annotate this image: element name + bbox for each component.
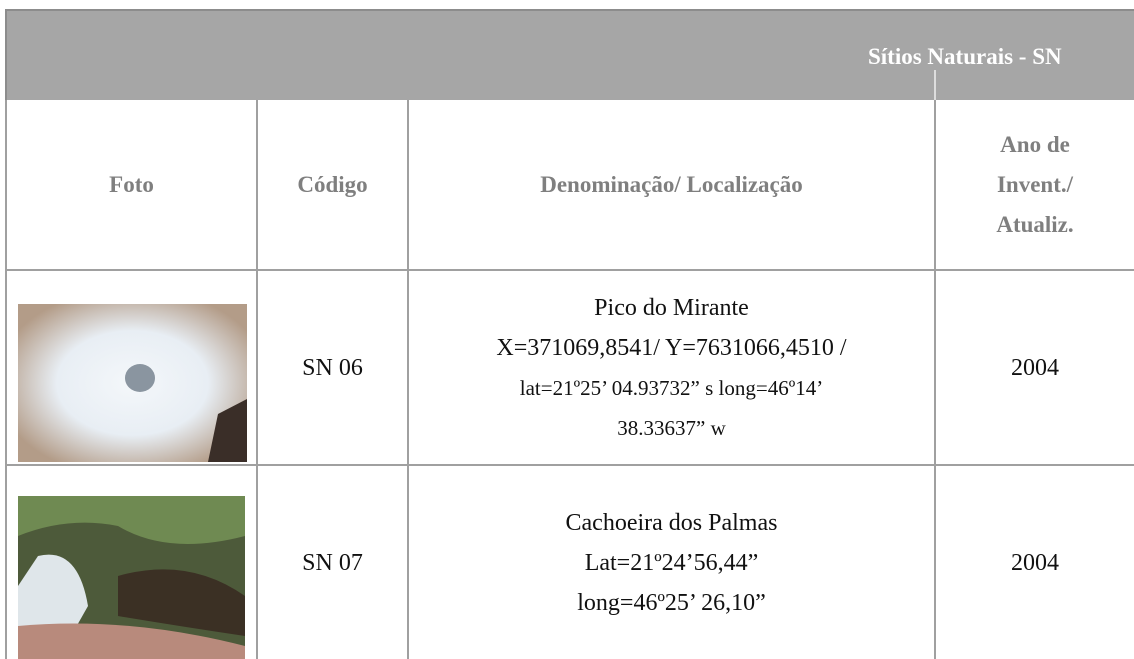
cell-code: SN 07 [302, 549, 363, 576]
text-line: long=46º25’ 26,10” [577, 589, 766, 616]
photo [18, 304, 247, 462]
text-line: 38.33637” w [617, 415, 726, 440]
cell-year: 2004 [1011, 549, 1059, 576]
text-line: X=371069,8541/ Y=7631066,4510 / [496, 334, 847, 361]
grid-line [256, 100, 258, 659]
text-line: lat=21º25’ 04.93732” s long=46º14’ [519, 375, 824, 400]
header-line: Ano de [1000, 132, 1070, 157]
header-band [5, 9, 1134, 100]
column-header: Foto [109, 172, 154, 197]
header-line: Invent./ [996, 172, 1074, 197]
table-title: Sítios Naturais - SN [868, 44, 1062, 69]
grid-line [934, 100, 936, 659]
grid-line [5, 269, 1134, 271]
grid-line [5, 464, 1134, 466]
header-line: Atualiz. [996, 212, 1074, 237]
cell-denomination: Cachoeira dos Palmas Lat=21º24’56,44” lo… [409, 466, 934, 659]
column-header: Código [297, 172, 368, 197]
photo [18, 496, 245, 659]
grid-line [5, 100, 7, 659]
text-line: Pico do Mirante [594, 294, 749, 321]
cell-code: SN 06 [302, 354, 363, 381]
cell-denomination: Pico do Mirante X=371069,8541/ Y=7631066… [409, 271, 934, 464]
column-header: Ano de Invent./ Atualiz. [936, 101, 1134, 269]
text-line: Cachoeira dos Palmas [565, 509, 778, 536]
cell-year: 2004 [1011, 354, 1059, 381]
column-header: Denominação/ Localização [540, 172, 803, 197]
grid-line [407, 100, 409, 659]
text-line: Lat=21º24’56,44” [584, 549, 759, 576]
divider [934, 70, 936, 100]
